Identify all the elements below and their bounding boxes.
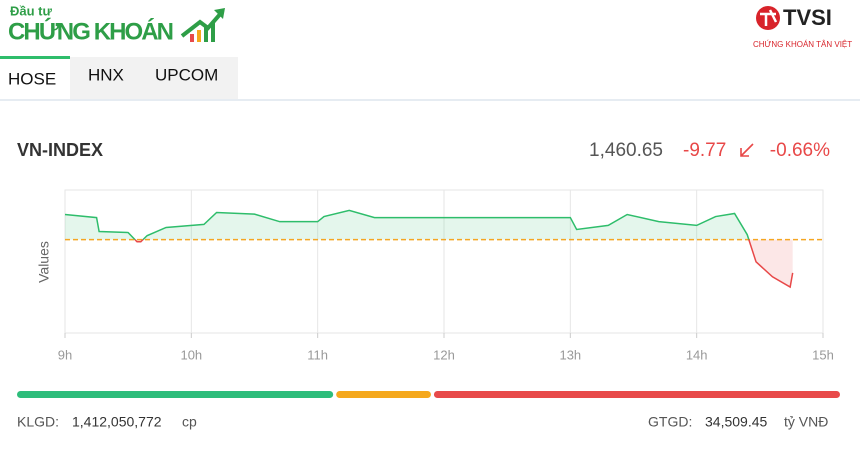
brand-sub: CHỨNG KHOÁN TÂN VIỆT [753,40,852,49]
breadth-bar [17,391,334,398]
volume-label: KLGD: [17,414,59,430]
x-tick-label: 10h [180,347,202,362]
volume-unit: cp [182,414,197,430]
index-name: VN-INDEX [17,140,103,160]
price-line [64,209,794,289]
breadth-bar [336,391,431,398]
value-unit: tỷ VNĐ [784,414,828,430]
logo-icon [180,8,225,42]
index-change: -9.77 [683,140,726,161]
tvsi-logo [756,6,780,30]
brand: TVSI [783,5,832,30]
x-tick-label: 15h [812,347,834,362]
index-change-pct: -0.66% [770,140,830,161]
down-arrow-icon [740,143,754,157]
x-tick-label: 11h [307,347,328,362]
trade-value: 34,509.45 [705,414,767,430]
market-breadth [17,391,840,398]
logo-top: Đầu tư [10,3,53,18]
x-tick-label: 12h [433,347,455,362]
x-tick-label: 9h [58,347,72,362]
area [65,210,793,288]
volume: 1,412,050,772 [72,414,162,430]
x-tick-label: 13h [559,347,581,362]
tab[interactable]: HNX [88,65,124,84]
tab-active-indicator [0,56,70,59]
value-label: GTGD: [648,414,692,430]
y-axis-label: Values [36,241,52,283]
breadth-bar [433,391,840,398]
chart: 9h 10h 11h 12h 13h 14h 15h [58,189,834,362]
x-tick-label: 14h [686,347,708,362]
index-price: 1,460.65 [589,140,663,161]
tab[interactable]: UPCOM [155,65,218,84]
tab[interactable]: HOSE [8,69,56,88]
tab-bg [70,57,238,99]
logo-main: CHỨNG KHOÁN [8,17,174,45]
